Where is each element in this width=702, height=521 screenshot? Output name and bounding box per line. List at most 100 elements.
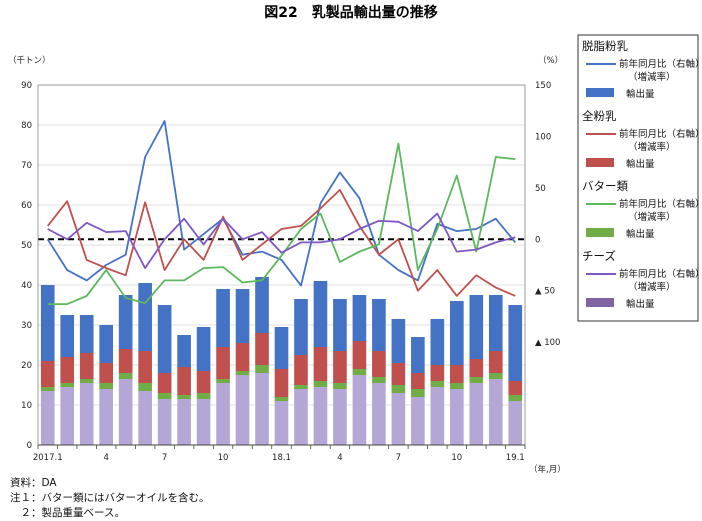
- bar-segment: [99, 325, 113, 363]
- bar-segment: [352, 369, 367, 375]
- x-tick-label: 4: [337, 453, 342, 463]
- bar-segment: [372, 299, 386, 351]
- bar-segment: [79, 379, 94, 383]
- left-tick-label: 50: [21, 241, 32, 251]
- bar-segment: [411, 397, 425, 445]
- left-tick-label: 90: [21, 81, 32, 91]
- bar-segment: [157, 399, 172, 445]
- bar-segment: [469, 359, 484, 377]
- bar-segment: [391, 393, 406, 445]
- bar-segment: [235, 289, 250, 343]
- bar-segment: [196, 371, 211, 393]
- bar-segment: [508, 305, 523, 381]
- legend-group-heading: 脱脂粉乳: [582, 39, 628, 53]
- bar-segment: [255, 365, 269, 373]
- bar-segment: [488, 379, 503, 445]
- footnote: 資料：DA: [10, 476, 57, 489]
- chart-title: 図22 乳製品輸出量の推移: [264, 4, 437, 21]
- bar-segment: [157, 393, 172, 399]
- bar-segment: [333, 351, 347, 383]
- bar-segment: [488, 373, 503, 379]
- bar-segment: [177, 335, 191, 367]
- bar-segment: [294, 299, 308, 355]
- bar-segment: [118, 379, 133, 445]
- bar-segment: [255, 333, 269, 365]
- bar-segment: [411, 389, 425, 397]
- x-tick-label: 4: [103, 453, 108, 463]
- legend-line-sublabel: （増減率）: [628, 71, 676, 83]
- right-tick-label: 50: [535, 184, 546, 194]
- left-tick-label: 60: [21, 201, 32, 211]
- right-tick-label: 0: [535, 235, 540, 245]
- right-tick-label: ▲ 100: [535, 338, 560, 348]
- legend-line-sublabel: （増減率）: [628, 211, 676, 223]
- series-line: [46, 120, 516, 287]
- left-tick-label: 80: [21, 121, 32, 131]
- legend-bar-swatch: [586, 158, 614, 167]
- series-line: [47, 142, 516, 306]
- bar-segment: [60, 383, 75, 387]
- bar-segment: [333, 299, 347, 351]
- bar-segment: [294, 385, 308, 389]
- footnote: 注１：バター類にはバターオイルを含む。: [10, 491, 210, 504]
- bar-segment: [508, 395, 523, 401]
- legend-group-heading: チーズ: [582, 249, 616, 263]
- legend-bar-swatch: [586, 88, 614, 97]
- legend-group-heading: バター類: [582, 179, 628, 193]
- bar-segment: [430, 365, 445, 381]
- bar-segment: [255, 277, 269, 333]
- bar-segment: [274, 369, 289, 397]
- bar-segment: [372, 383, 386, 445]
- bar-segment: [40, 285, 55, 361]
- bar-segment: [450, 365, 464, 383]
- x-tick-label: 7: [396, 453, 401, 463]
- bar-segment: [99, 389, 113, 445]
- bar-segment: [118, 349, 133, 373]
- notes: 資料：DA 注１：バター類にはバターオイルを含む。 ２：製品重量ベース。: [10, 476, 210, 519]
- bar-segment: [118, 373, 133, 379]
- bar-segment: [138, 383, 152, 391]
- legend-bar-label: 輸出量: [626, 158, 655, 170]
- left-tick-label: 20: [21, 361, 32, 371]
- line-series: [38, 120, 525, 306]
- left-tick-label: 70: [21, 161, 32, 171]
- legend-bar-label: 輸出量: [626, 88, 655, 100]
- left-tick-label: 40: [21, 281, 32, 291]
- bar-segment: [177, 367, 191, 395]
- bar-segment: [79, 383, 94, 445]
- bar-segment: [40, 361, 55, 387]
- bar-segment: [196, 327, 211, 371]
- bar-segment: [138, 283, 152, 351]
- left-tick-label: 30: [21, 321, 32, 331]
- left-axis-unit: （千トン）: [8, 55, 51, 66]
- bar-segment: [294, 355, 308, 385]
- bar-segment: [79, 315, 94, 353]
- bar-segment: [391, 319, 406, 363]
- legend-line-label: 前年同月比（右軸）: [619, 198, 702, 210]
- legend-line-sublabel: （増減率）: [628, 281, 676, 293]
- legend: 脱脂粉乳前年同月比（右軸）（増減率）輸出量全粉乳前年同月比（右軸）（増減率）輸出…: [577, 34, 702, 322]
- bar-segment: [313, 281, 328, 347]
- bar-segment: [469, 295, 484, 359]
- bar-segment: [79, 353, 94, 379]
- x-axis-unit: （年,月）: [529, 464, 566, 475]
- bar-segment: [196, 399, 211, 445]
- bar-segment: [235, 371, 250, 375]
- bar-segment: [274, 401, 289, 445]
- x-tick-label: 18.1: [272, 453, 291, 463]
- bar-segment: [508, 401, 523, 445]
- bar-segment: [177, 395, 191, 399]
- bar-segment: [313, 381, 328, 387]
- x-tick-label: 10: [451, 453, 462, 463]
- bar-segment: [488, 351, 503, 373]
- bar-segment: [99, 363, 113, 383]
- legend-line-label: 前年同月比（右軸）: [619, 268, 702, 280]
- bar-segment: [216, 289, 230, 347]
- bar-segment: [450, 383, 464, 389]
- bar-segment: [60, 357, 75, 383]
- bar-segment: [450, 301, 464, 365]
- x-tick-label: 19.1: [506, 453, 525, 463]
- bar-segment: [333, 383, 347, 389]
- bar-segment: [216, 383, 230, 445]
